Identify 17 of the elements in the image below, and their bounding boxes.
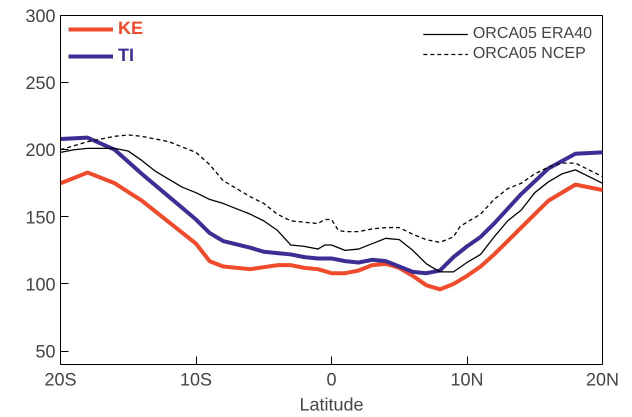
y-tick-label: 300 [25, 6, 56, 26]
y-tick-label: 100 [25, 274, 56, 294]
x-tick-label: 10N [450, 370, 484, 390]
line-series [60, 170, 602, 292]
legend-label: ORCA05 NCEP [472, 45, 586, 63]
legend-label: ORCA05 ERA40 [472, 25, 592, 43]
y-tick-label: 50 [35, 342, 56, 362]
legend-label: KE [118, 18, 144, 39]
legend-label: TI [118, 45, 135, 66]
x-axis-title: Latitude [299, 394, 364, 414]
x-tick-label: 10S [180, 370, 212, 390]
y-tick-label: 200 [25, 140, 56, 160]
x-tick-label: 0 [326, 370, 337, 390]
x-tick-label: 20N [586, 370, 620, 390]
y-tick-label: 250 [25, 73, 56, 94]
y-tick-label: 150 [25, 207, 56, 228]
x-tick-label: 20S [44, 370, 77, 390]
